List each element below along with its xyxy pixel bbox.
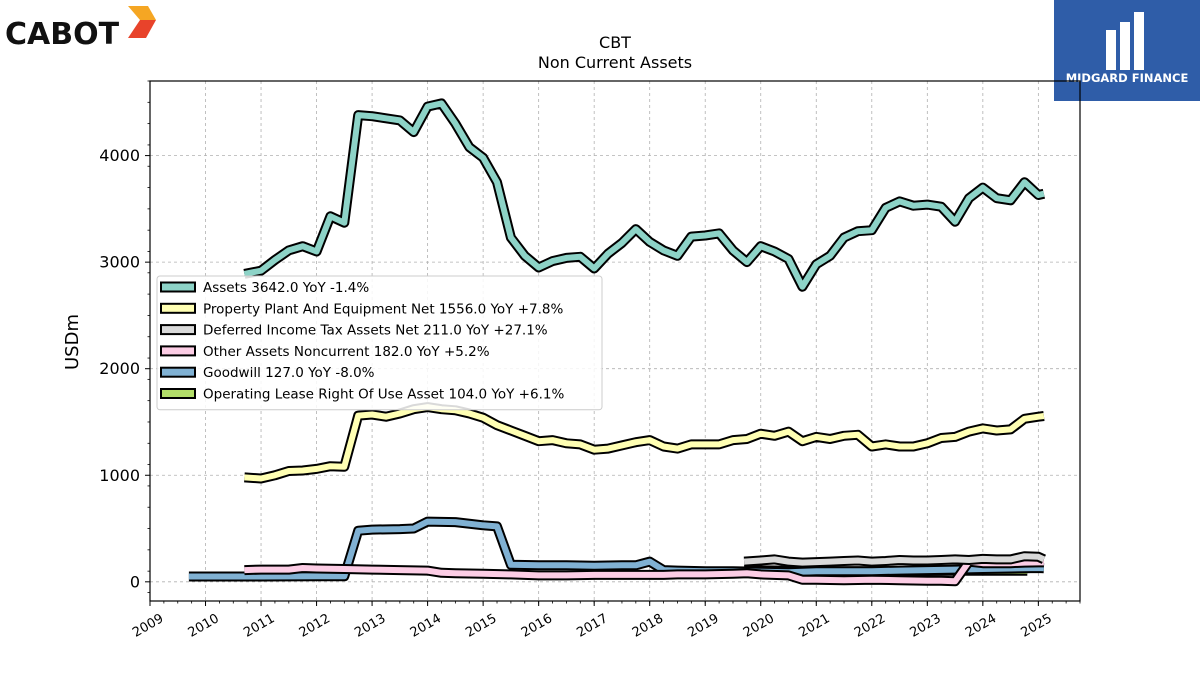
y-tick-label: 3000 — [99, 253, 140, 272]
legend-label: Assets 3642.0 YoY -1.4% — [203, 280, 369, 296]
series-line — [188, 518, 1045, 580]
x-tick-label: 2019 — [685, 611, 721, 641]
y-tick-label: 0 — [130, 572, 140, 591]
midgard-logo-bar-1 — [1106, 30, 1116, 70]
x-tick-label: 2013 — [352, 611, 388, 641]
x-tick-label: 2018 — [630, 611, 666, 641]
y-tick-label: 2000 — [99, 359, 140, 378]
series-line-outline — [243, 98, 1046, 292]
midgard-logo-bar-2 — [1120, 22, 1130, 70]
legend-swatch — [160, 302, 196, 314]
x-tick-label: 2021 — [796, 611, 832, 641]
y-tick-label: 4000 — [99, 146, 140, 165]
legend-label: Other Assets Noncurrent 182.0 YoY +5.2% — [203, 344, 490, 360]
chart-title: CBT — [599, 33, 631, 52]
x-tick-label: 2024 — [963, 611, 999, 641]
legend-swatch — [160, 345, 196, 357]
x-tick-label: 2020 — [741, 611, 777, 641]
chart-subtitle: Non Current Assets — [538, 53, 692, 72]
midgard-finance-mark: MIDGARD FINANCE — [1066, 12, 1189, 85]
x-tick-label: 2011 — [241, 611, 277, 641]
series-layer — [188, 98, 1046, 587]
legend-label: Deferred Income Tax Assets Net 211.0 YoY… — [203, 323, 548, 339]
x-tick-label: 2022 — [852, 611, 888, 641]
x-tick-label: 2009 — [130, 611, 166, 641]
legend-box — [156, 275, 603, 411]
x-tick-label: 2023 — [907, 611, 943, 641]
series-line — [244, 404, 1045, 482]
plot-frame — [149, 80, 1081, 602]
midgard-logo-bar-3 — [1134, 12, 1144, 70]
y-axis-label: USDm — [62, 314, 83, 370]
x-tick-label: 2012 — [297, 611, 333, 641]
legend-label: Goodwill 127.0 YoY -8.0% — [203, 365, 375, 381]
y-tick-label: 1000 — [99, 466, 140, 485]
series-line — [743, 553, 1046, 566]
midgard-logo-text: MIDGARD FINANCE — [1066, 71, 1189, 85]
legend-label: Operating Lease Right Of Use Asset 104.0… — [203, 387, 564, 403]
legend-swatch — [160, 324, 196, 336]
x-tick-label: 2015 — [463, 611, 499, 641]
legend-label: Property Plant And Equipment Net 1556.0 … — [203, 301, 563, 317]
legend-swatch — [160, 281, 196, 293]
series-line — [243, 100, 1045, 290]
cabot-logo-text: CABOT — [5, 17, 120, 52]
x-tick-label: 2025 — [1019, 611, 1055, 641]
midgard-finance-logo: MIDGARD FINANCE — [1054, 0, 1200, 101]
legend-swatch — [160, 366, 196, 378]
cabot-logo: CABOT — [5, 6, 156, 52]
legend-swatch — [160, 388, 196, 399]
x-tick-label: 2010 — [186, 611, 222, 641]
series-line — [244, 558, 1044, 585]
cabot-logo-mark-orange — [128, 6, 156, 20]
x-tick-label: 2014 — [408, 611, 444, 641]
x-tick-label: 2017 — [574, 611, 610, 641]
x-tick-label: 2016 — [519, 611, 555, 641]
cabot-logo-mark-red — [128, 20, 156, 38]
legend: Assets 3642.0 YoY -1.4% Property Plant An… — [156, 275, 603, 411]
